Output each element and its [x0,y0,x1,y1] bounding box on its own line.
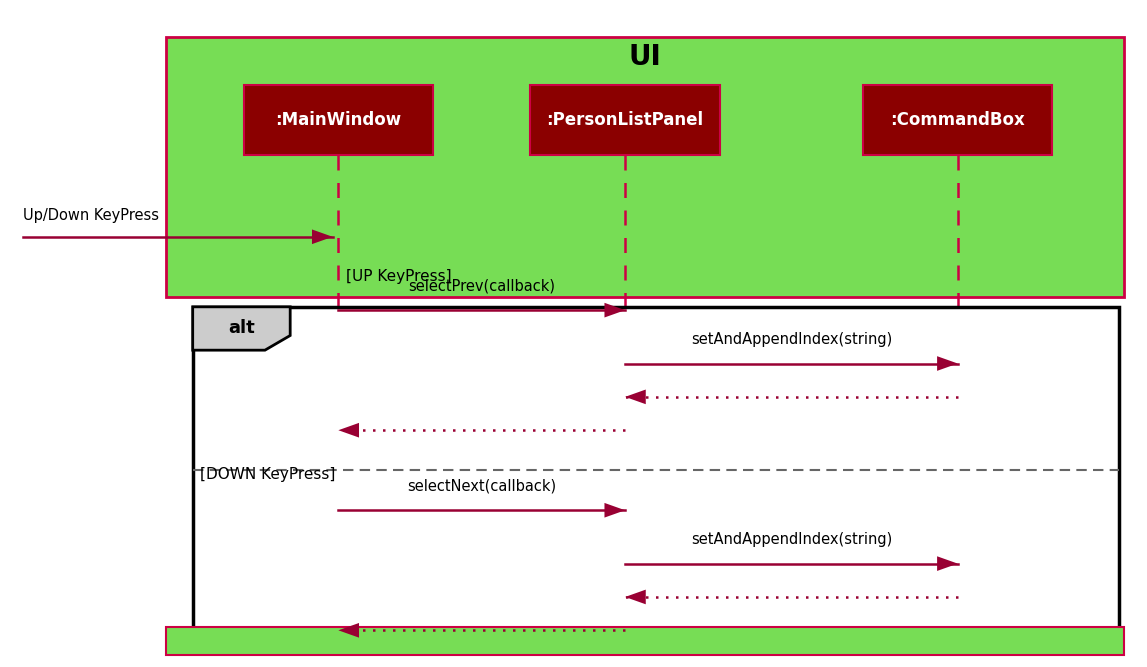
Text: :PersonListPanel: :PersonListPanel [547,111,703,129]
Polygon shape [625,590,646,604]
Polygon shape [604,503,625,518]
Polygon shape [338,623,359,638]
Text: UI: UI [629,43,662,71]
Text: setAndAppendIndex(string): setAndAppendIndex(string) [690,532,892,547]
Polygon shape [937,556,958,571]
Text: :CommandBox: :CommandBox [890,111,1025,129]
Bar [166,627,1124,655]
Bar [863,85,1053,155]
Polygon shape [625,390,646,404]
Polygon shape [604,303,625,317]
Polygon shape [338,423,359,438]
Bar [166,37,1124,297]
Text: [DOWN KeyPress]: [DOWN KeyPress] [200,468,335,482]
Text: :MainWindow: :MainWindow [275,111,401,129]
Bar [243,85,432,155]
Polygon shape [312,229,333,244]
Bar [531,85,720,155]
Text: Up/Down KeyPress: Up/Down KeyPress [23,209,159,223]
Polygon shape [937,356,958,371]
Text: setAndAppendIndex(string): setAndAppendIndex(string) [690,332,892,347]
Text: [UP KeyPress]: [UP KeyPress] [346,269,452,284]
Bar [193,307,1119,650]
Text: selectNext(callback): selectNext(callback) [407,479,556,494]
Text: selectPrev(callback): selectPrev(callback) [408,279,555,293]
Text: alt: alt [228,319,255,338]
Polygon shape [193,307,290,350]
